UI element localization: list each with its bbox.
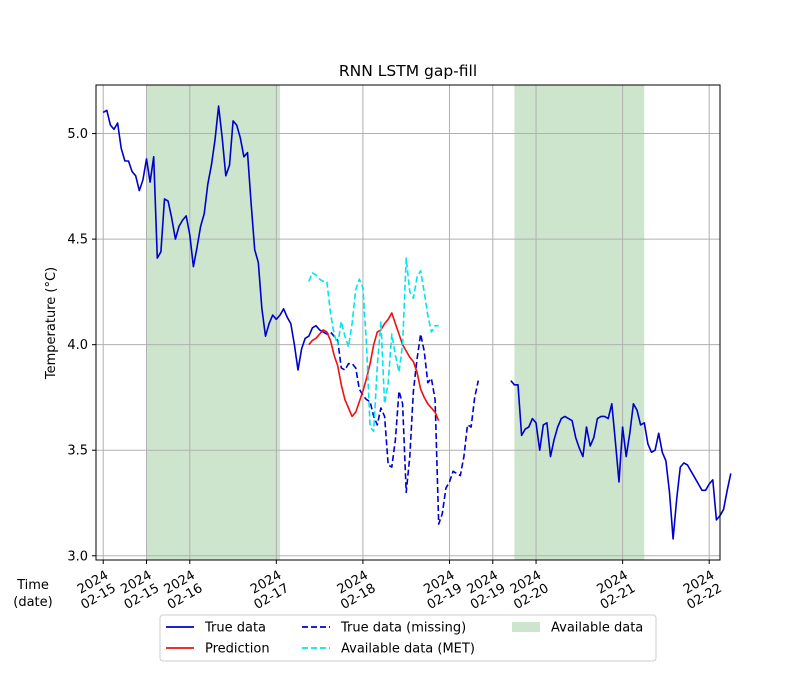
- chart-title: RNN LSTM gap-fill: [339, 62, 477, 80]
- grid: [96, 85, 720, 560]
- x-tick-label-10: 202402-22: [677, 568, 725, 613]
- x-tick-label-9: 202402-21: [590, 568, 638, 613]
- legend-label-1: True data: [204, 621, 266, 636]
- series-line-2: [510, 380, 732, 540]
- x-tick-label-1: 202402-15: [71, 568, 119, 613]
- legend-swatch-5: [512, 622, 540, 632]
- x-tick-label-5: 202402-18: [331, 568, 379, 613]
- x-tick-label-2: 202402-15: [114, 568, 162, 613]
- x-axis-ticks: 202402-15 202402-15 202402-16 202402-17 2024…: [71, 560, 725, 613]
- available-data-span-2: [514, 85, 645, 560]
- x-tick-label-6: 202402-19: [417, 568, 465, 613]
- series-line-4: [308, 312, 440, 422]
- y-axis-ticks: 3.0 3.5 4.0 4.5 5.0: [67, 127, 96, 564]
- legend-label-4: Available data (MET): [341, 642, 475, 657]
- series-lines: [102, 105, 732, 540]
- x-tick-label-8: 202402-20: [504, 568, 552, 613]
- plot-frame: [95, 84, 721, 561]
- legend-label-3: True data (missing): [340, 621, 466, 636]
- legend-label-2: Prediction: [205, 642, 270, 657]
- y-tick-label-2: 3.5: [67, 444, 88, 459]
- legend-items: True data Prediction True data (missing) Av…: [166, 621, 643, 657]
- series-line-3: [322, 331, 480, 525]
- y-axis-title: Temperature (°C): [44, 267, 59, 380]
- series-line-5: [308, 257, 439, 433]
- series-line-1: [102, 105, 324, 371]
- y-tick-label-4: 4.5: [67, 233, 88, 248]
- x-axis-title-line-1: Time: [16, 578, 49, 593]
- x-axis-title-line-2: (date): [13, 595, 52, 610]
- available-data-span-1: [146, 85, 280, 560]
- y-tick-label-5: 5.0: [67, 127, 88, 142]
- x-tick-label-4: 202402-17: [244, 568, 292, 613]
- legend-label-5: Available data: [551, 621, 643, 636]
- y-tick-label-1: 3.0: [67, 549, 88, 564]
- x-tick-label-7: 202402-19: [461, 568, 509, 613]
- legend: True data Prediction True data (missing) Av…: [159, 614, 657, 662]
- x-tick-label-3: 202402-16: [158, 568, 206, 613]
- y-tick-label-3: 4.0: [67, 338, 88, 353]
